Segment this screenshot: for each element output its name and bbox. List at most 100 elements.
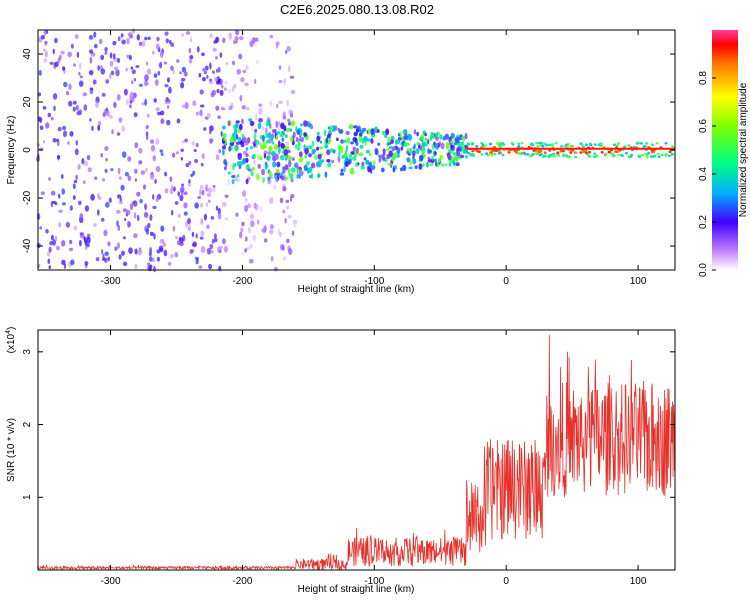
spectrogram-cell xyxy=(192,101,197,107)
spectrogram-cell xyxy=(319,140,323,144)
spectrogram-cell xyxy=(94,176,98,180)
spectrogram-cell xyxy=(249,40,254,48)
spectrogram-cell xyxy=(283,78,287,85)
spectrogram-cell xyxy=(254,128,258,133)
spectrogram-cell xyxy=(84,205,89,212)
spectrogram-cell xyxy=(275,120,279,128)
spectrogram-cell xyxy=(241,105,246,110)
spectrogram-cell xyxy=(126,99,129,105)
spectrogram-cell xyxy=(53,105,56,112)
spectrogram-cell xyxy=(245,107,250,111)
spectrogram-cell xyxy=(253,159,256,165)
spectrogram-cell xyxy=(435,160,438,167)
spectrogram-cell xyxy=(617,142,620,145)
spectrogram-cell xyxy=(109,52,113,59)
spectrogram-cell xyxy=(316,135,321,142)
spectrogram-cell xyxy=(352,146,356,152)
spectrogram-cell xyxy=(559,149,563,153)
spectrogram-cell xyxy=(138,83,143,87)
spectrogram-cell xyxy=(438,157,441,163)
spectrogram-cell xyxy=(380,167,385,173)
spectrogram-cell xyxy=(249,258,254,264)
spectrogram-cell xyxy=(296,173,300,179)
spectrogram-cell xyxy=(290,135,294,143)
spectrogram-cell xyxy=(497,149,501,152)
spectrogram-cell xyxy=(50,190,56,196)
spectrogram-cell xyxy=(180,82,185,89)
spectrogram-cell xyxy=(42,48,46,52)
spectrogram-cell xyxy=(138,147,143,154)
spectrogram-cell xyxy=(338,149,341,157)
spectrogram-cell xyxy=(257,122,262,130)
spectrogram-cell xyxy=(252,234,257,242)
spectrogram-cell xyxy=(285,128,290,133)
spectrogram-cell xyxy=(392,167,396,173)
spectrogram-cell xyxy=(277,172,281,176)
spectrogram-cell xyxy=(552,152,556,156)
spectrogram-cell xyxy=(104,168,108,173)
spectrogram-cell xyxy=(431,156,434,161)
spectrogram-y-tick-label: 40 xyxy=(22,48,33,60)
spectrogram-cell xyxy=(149,214,153,221)
spectrogram-cell xyxy=(83,104,88,111)
spectrogram-cell xyxy=(105,107,109,112)
spectrogram-cell xyxy=(146,68,152,75)
spectrogram-cell xyxy=(79,213,84,220)
spectrogram-cell xyxy=(113,101,117,109)
spectrogram-cell xyxy=(253,202,257,209)
spectrogram-cell xyxy=(165,96,169,103)
spectrogram-cell xyxy=(175,151,180,155)
spectrogram-cell xyxy=(55,245,61,251)
spectrogram-cell xyxy=(222,238,226,245)
spectrogram-cell xyxy=(147,262,150,266)
spectrogram-cell xyxy=(224,217,229,221)
spectrogram-cell xyxy=(229,137,234,144)
spectrogram-cell xyxy=(495,149,499,153)
spectrogram-cell xyxy=(382,132,385,136)
spectrogram-cell xyxy=(127,221,131,228)
spectrogram-cell xyxy=(152,155,156,162)
spectrogram-cell xyxy=(439,134,443,140)
spectrogram-cell xyxy=(237,178,241,183)
spectrogram-cell xyxy=(223,87,227,91)
spectrogram-y-label: Frequency (Hz) xyxy=(6,116,17,185)
spectrogram-cell xyxy=(244,205,249,212)
spectrogram-cell xyxy=(130,66,134,70)
spectrogram-cell xyxy=(79,232,85,239)
spectrogram-cell xyxy=(582,150,586,153)
spectrogram-cell xyxy=(143,211,149,218)
spectrogram-cell xyxy=(406,157,411,163)
spectrogram-cell xyxy=(541,145,545,148)
spectrogram-cell xyxy=(200,246,206,253)
spectrogram-cell xyxy=(390,139,394,145)
spectrogram-cell xyxy=(257,163,261,169)
spectrogram-cell xyxy=(133,112,138,118)
spectrogram-cell xyxy=(76,51,80,58)
spectrogram-cell xyxy=(200,230,205,237)
spectrogram-cell xyxy=(264,165,268,170)
spectrogram-cell xyxy=(40,35,46,40)
spectrogram-cell xyxy=(239,231,243,239)
spectrogram-cell xyxy=(245,164,250,169)
spectrogram-cell xyxy=(269,34,274,39)
spectrogram-cell xyxy=(298,158,303,162)
spectrogram-cell xyxy=(250,170,254,177)
spectrogram-cell xyxy=(269,229,274,235)
spectrogram-cell xyxy=(267,151,272,155)
snr-x-tick-label: -300 xyxy=(101,576,121,587)
snr-series-line xyxy=(37,334,675,571)
spectrogram-cell xyxy=(154,79,159,86)
spectrogram-cell xyxy=(232,60,235,66)
spectrogram-cell xyxy=(153,233,156,240)
spectrogram-cell xyxy=(569,149,573,153)
spectrogram-cell xyxy=(185,221,189,228)
colorbar-label: Normalized spectral amplitude xyxy=(738,82,749,217)
spectrogram-cell xyxy=(122,208,128,213)
spectrogram-cell xyxy=(134,248,138,255)
spectrogram-cell xyxy=(167,77,170,83)
spectrogram-cell xyxy=(554,141,558,145)
spectrogram-cell xyxy=(167,105,170,109)
spectrogram-cell xyxy=(297,142,301,147)
spectrogram-cell xyxy=(493,152,497,156)
spectrogram-cell xyxy=(550,143,554,146)
